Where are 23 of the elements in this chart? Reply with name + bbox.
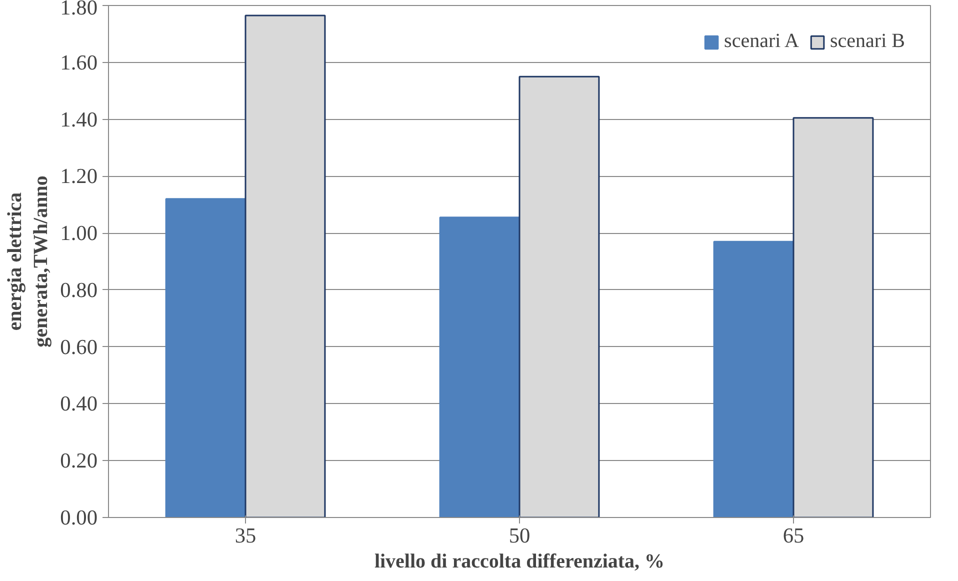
x-tick-label: 50 bbox=[508, 524, 530, 548]
bar bbox=[518, 76, 600, 518]
y-tick-label: 1.20 bbox=[60, 164, 98, 188]
x-tick-label: 35 bbox=[234, 524, 256, 548]
y-tick-label: 1.40 bbox=[60, 107, 98, 132]
y-tick-label: 1.00 bbox=[60, 221, 98, 246]
bar bbox=[439, 216, 520, 518]
y-tick-label: 0.40 bbox=[60, 392, 98, 416]
y-tick-label: 1.60 bbox=[60, 50, 98, 74]
y-tick-label: 0.80 bbox=[60, 278, 98, 302]
bar bbox=[244, 14, 326, 518]
y-tick-label: 0.20 bbox=[60, 448, 98, 473]
bar bbox=[713, 240, 794, 518]
legend-label: scenari A bbox=[724, 30, 800, 53]
bar bbox=[165, 198, 246, 518]
x-axis-title: livello di raccolta differenziata, % bbox=[374, 550, 665, 572]
y-tick-label: 1.80 bbox=[60, 0, 98, 20]
y-tick-label: 0.60 bbox=[60, 334, 98, 359]
y-tick-label: 0.00 bbox=[60, 506, 98, 530]
legend-label: scenari B bbox=[830, 30, 905, 53]
x-tick-label: 65 bbox=[782, 524, 804, 548]
bar bbox=[792, 117, 874, 518]
y-axis-title: energia elettrica generata,TWh/anno bbox=[4, 176, 52, 348]
